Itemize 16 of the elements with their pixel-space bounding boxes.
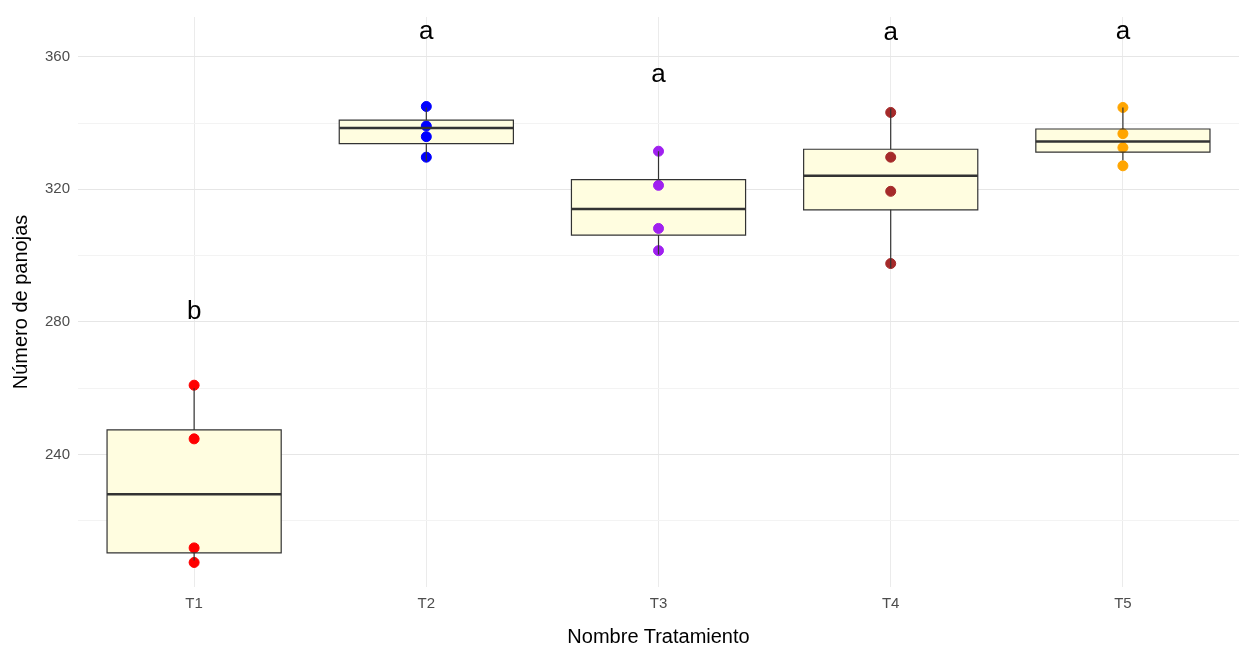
y-tick-label: 240	[45, 444, 71, 462]
y-axis-title: Número de panojas	[8, 214, 31, 390]
x-tick-label: T1	[185, 594, 203, 612]
y-tick-label: 320	[45, 179, 71, 197]
x-tick-label: T2	[417, 594, 436, 612]
x-tick-label: T5	[1114, 594, 1132, 612]
y-tick-label: 280	[45, 312, 71, 330]
x-tick-label: T4	[881, 594, 900, 612]
annotation: a	[883, 15, 899, 46]
annotation: b	[186, 295, 202, 326]
y-tick-label: 360	[45, 46, 71, 64]
x-axis-title: Nombre Tratamiento	[567, 624, 750, 647]
annotation: a	[1115, 14, 1131, 45]
annotation: a	[651, 58, 667, 89]
annotation: a	[419, 14, 435, 45]
x-tick-label: T3	[649, 594, 668, 612]
